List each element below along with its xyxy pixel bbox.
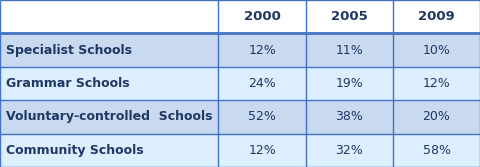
Text: 19%: 19% xyxy=(336,77,363,90)
Text: 38%: 38% xyxy=(336,110,363,123)
Text: 12%: 12% xyxy=(248,44,276,57)
Text: 32%: 32% xyxy=(336,144,363,157)
Bar xyxy=(0,100,218,134)
Text: 12%: 12% xyxy=(423,77,450,90)
Bar xyxy=(393,0,480,33)
Text: 12%: 12% xyxy=(248,144,276,157)
Text: 10%: 10% xyxy=(422,44,451,57)
Bar xyxy=(218,67,306,100)
Bar xyxy=(306,33,393,67)
Text: 2009: 2009 xyxy=(418,10,455,23)
Text: 2000: 2000 xyxy=(244,10,280,23)
Bar xyxy=(393,100,480,134)
Bar xyxy=(393,67,480,100)
Bar xyxy=(0,67,218,100)
Bar xyxy=(218,0,306,33)
Bar xyxy=(393,134,480,167)
Bar xyxy=(218,33,306,67)
Text: 58%: 58% xyxy=(422,144,451,157)
Text: Specialist Schools: Specialist Schools xyxy=(6,44,132,57)
Text: Community Schools: Community Schools xyxy=(6,144,144,157)
Bar xyxy=(0,33,218,67)
Text: 2005: 2005 xyxy=(331,10,368,23)
Bar xyxy=(218,100,306,134)
Text: 24%: 24% xyxy=(248,77,276,90)
Bar xyxy=(393,33,480,67)
Text: 52%: 52% xyxy=(248,110,276,123)
Text: Voluntary-controlled  Schools: Voluntary-controlled Schools xyxy=(6,110,212,123)
Bar xyxy=(306,134,393,167)
Bar xyxy=(306,67,393,100)
Text: Grammar Schools: Grammar Schools xyxy=(6,77,130,90)
Bar xyxy=(0,134,218,167)
Text: 11%: 11% xyxy=(336,44,363,57)
Bar xyxy=(0,0,218,33)
Text: 20%: 20% xyxy=(422,110,451,123)
Bar xyxy=(218,134,306,167)
Bar xyxy=(306,0,393,33)
Bar xyxy=(306,100,393,134)
